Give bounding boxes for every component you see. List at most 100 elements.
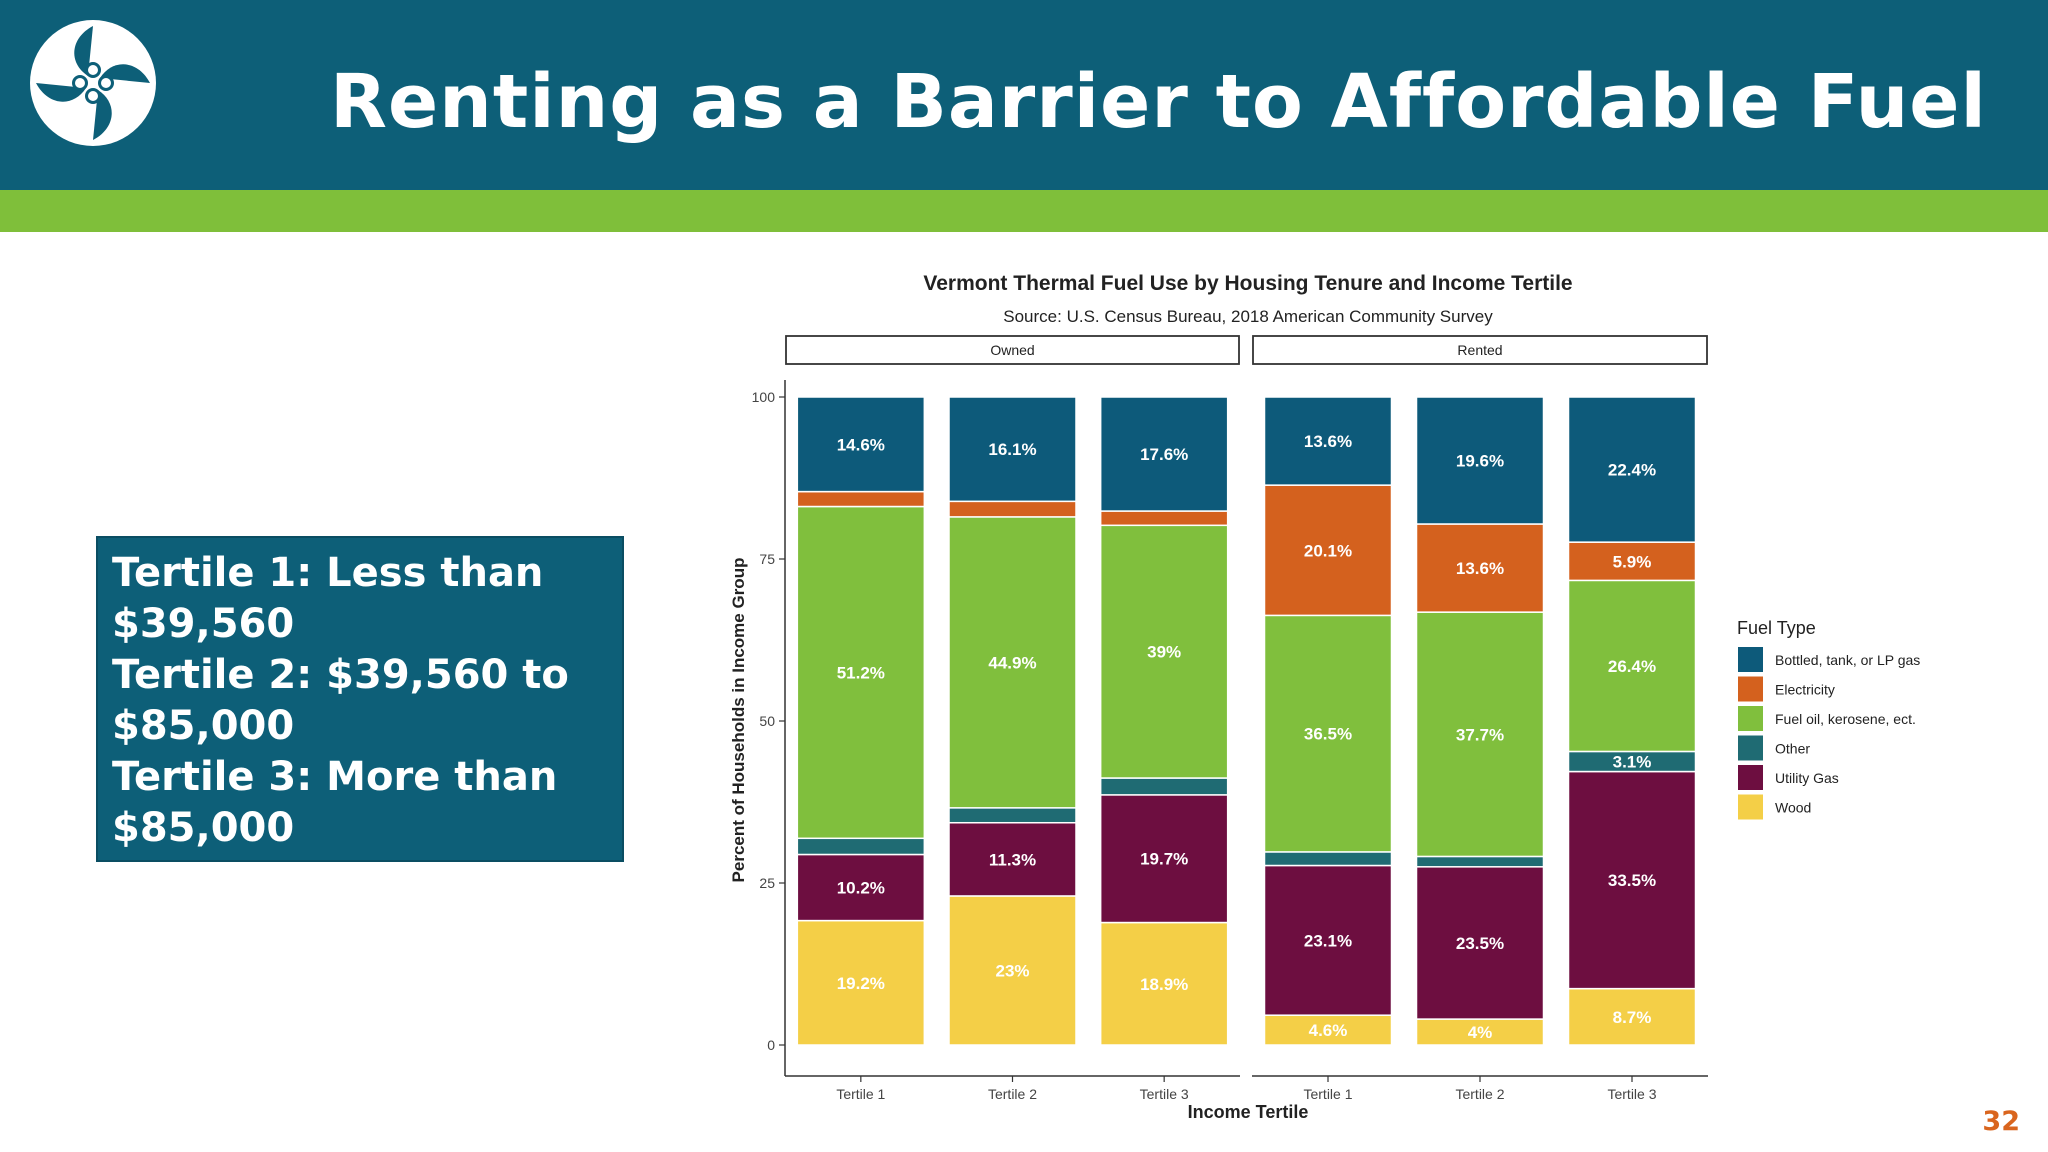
facet-label: Owned bbox=[990, 342, 1034, 358]
legend-title: Fuel Type bbox=[1737, 618, 1816, 638]
accent-band bbox=[0, 190, 2048, 232]
data-label: 4% bbox=[1468, 1023, 1493, 1042]
legend-swatch bbox=[1738, 647, 1763, 672]
data-label: 19.7% bbox=[1140, 850, 1188, 869]
legend-entry: Wood bbox=[1775, 800, 1811, 816]
tertile-line: Tertile 3: More than bbox=[112, 754, 558, 800]
data-label: 23.1% bbox=[1304, 931, 1352, 950]
y-tick-label: 50 bbox=[759, 713, 775, 729]
data-label: 11.3% bbox=[989, 850, 1036, 869]
x-tick-label: Tertile 1 bbox=[1303, 1086, 1352, 1102]
bar-segment bbox=[1415, 611, 1545, 858]
bar-segment bbox=[1099, 510, 1229, 527]
data-label: 18.9% bbox=[1140, 975, 1188, 994]
data-label: 19.2% bbox=[837, 974, 885, 993]
bar-segment bbox=[1415, 1018, 1545, 1046]
data-label: 39% bbox=[1147, 643, 1181, 662]
data-label: 14.6% bbox=[837, 435, 885, 454]
bar-segment bbox=[1415, 855, 1545, 868]
bar-segment bbox=[1263, 1014, 1393, 1046]
x-axis-label: Income Tertile bbox=[1188, 1102, 1309, 1122]
bar-segment bbox=[1567, 770, 1697, 990]
tertile-line: Tertile 1: Less than bbox=[112, 550, 544, 596]
bar-segment bbox=[796, 853, 926, 922]
y-tick-label: 100 bbox=[752, 389, 776, 405]
bar-segment bbox=[1099, 396, 1229, 512]
legend-entry: Bottled, tank, or LP gas bbox=[1775, 652, 1920, 668]
x-tick-label: Tertile 3 bbox=[1607, 1086, 1656, 1102]
data-label: 19.6% bbox=[1456, 452, 1504, 471]
bar-segment bbox=[1567, 987, 1697, 1046]
bar-segment bbox=[796, 490, 926, 508]
bar-segment bbox=[1099, 921, 1229, 1046]
logo-icon bbox=[30, 20, 156, 146]
y-tick-label: 25 bbox=[759, 875, 775, 891]
bar-segment bbox=[1415, 523, 1545, 613]
data-label: 26.4% bbox=[1608, 657, 1656, 676]
data-label: 36.5% bbox=[1304, 725, 1352, 744]
tertile-line: $39,560 bbox=[112, 601, 295, 647]
legend-swatch bbox=[1738, 706, 1763, 731]
slide-title: Renting as a Barrier to Affordable Fuel bbox=[330, 59, 1987, 145]
data-label: 22.4% bbox=[1608, 461, 1656, 480]
data-label: 33.5% bbox=[1608, 871, 1656, 890]
legend-swatch bbox=[1738, 676, 1763, 702]
data-label: 44.9% bbox=[988, 653, 1036, 672]
legend-entry: Other bbox=[1775, 741, 1810, 757]
bar-segment bbox=[1263, 484, 1393, 617]
bar-segment bbox=[1099, 794, 1229, 924]
bar-segment bbox=[1263, 396, 1393, 486]
bar-segment bbox=[1567, 541, 1697, 582]
x-tick-label: Tertile 3 bbox=[1140, 1086, 1189, 1102]
bar-segment bbox=[948, 895, 1077, 1046]
facet-strip bbox=[1252, 335, 1708, 365]
data-label: 20.1% bbox=[1304, 541, 1352, 560]
bar-segment bbox=[796, 505, 926, 840]
data-label: 13.6% bbox=[1456, 559, 1504, 578]
x-tick-label: Tertile 2 bbox=[988, 1086, 1037, 1102]
bar-segment bbox=[1263, 851, 1393, 867]
legend-entry: Fuel oil, kerosene, ect. bbox=[1775, 711, 1916, 727]
bar-segment bbox=[796, 837, 926, 856]
bar-segment bbox=[948, 821, 1077, 897]
data-label: 13.6% bbox=[1304, 432, 1352, 451]
data-label: 8.7% bbox=[1613, 1008, 1652, 1027]
y-tick-label: 75 bbox=[759, 551, 775, 567]
bar-segment bbox=[1415, 866, 1545, 1020]
legend-entry: Electricity bbox=[1775, 682, 1835, 698]
data-label: 23.5% bbox=[1456, 934, 1504, 953]
data-label: 37.7% bbox=[1456, 725, 1504, 744]
legend-swatch bbox=[1738, 765, 1763, 790]
bar-segment bbox=[1567, 396, 1697, 543]
legend-swatch bbox=[1738, 794, 1763, 820]
tertile-definitions-box: Tertile 1: Less than $39,560 Tertile 2: … bbox=[96, 536, 624, 862]
legend-swatch bbox=[1738, 735, 1763, 761]
bar-segment bbox=[1099, 777, 1229, 796]
facet-strip bbox=[785, 335, 1240, 365]
page-number: 32 bbox=[1982, 1106, 2020, 1137]
data-label: 5.9% bbox=[1613, 552, 1652, 571]
tertile-line: Tertile 2: $39,560 to bbox=[112, 652, 569, 698]
bar-segment bbox=[948, 396, 1077, 503]
data-label: 23% bbox=[995, 961, 1029, 980]
header-bar bbox=[0, 0, 2048, 190]
data-label: 10.2% bbox=[837, 879, 885, 898]
bar-segment bbox=[1263, 864, 1393, 1016]
chart-subtitle: Source: U.S. Census Bureau, 2018 America… bbox=[1003, 307, 1493, 326]
facet-label: Rented bbox=[1457, 342, 1502, 358]
x-tick-label: Tertile 1 bbox=[836, 1086, 885, 1102]
bar-segment bbox=[1415, 396, 1545, 525]
bar-segment bbox=[948, 516, 1077, 809]
data-label: 51.2% bbox=[837, 663, 885, 682]
bar-segment bbox=[948, 500, 1077, 518]
y-tick-label: 0 bbox=[767, 1037, 775, 1053]
data-label: 16.1% bbox=[988, 440, 1036, 459]
data-label: 4.6% bbox=[1309, 1021, 1348, 1040]
chart-title: Vermont Thermal Fuel Use by Housing Tenu… bbox=[923, 272, 1572, 295]
tertile-line: $85,000 bbox=[112, 805, 295, 851]
legend-entry: Utility Gas bbox=[1775, 770, 1839, 786]
bar-segment bbox=[796, 919, 926, 1046]
bar-segment bbox=[796, 396, 926, 493]
x-tick-label: Tertile 2 bbox=[1455, 1086, 1504, 1102]
y-axis-label: Percent of Households in Income Group bbox=[729, 558, 748, 883]
